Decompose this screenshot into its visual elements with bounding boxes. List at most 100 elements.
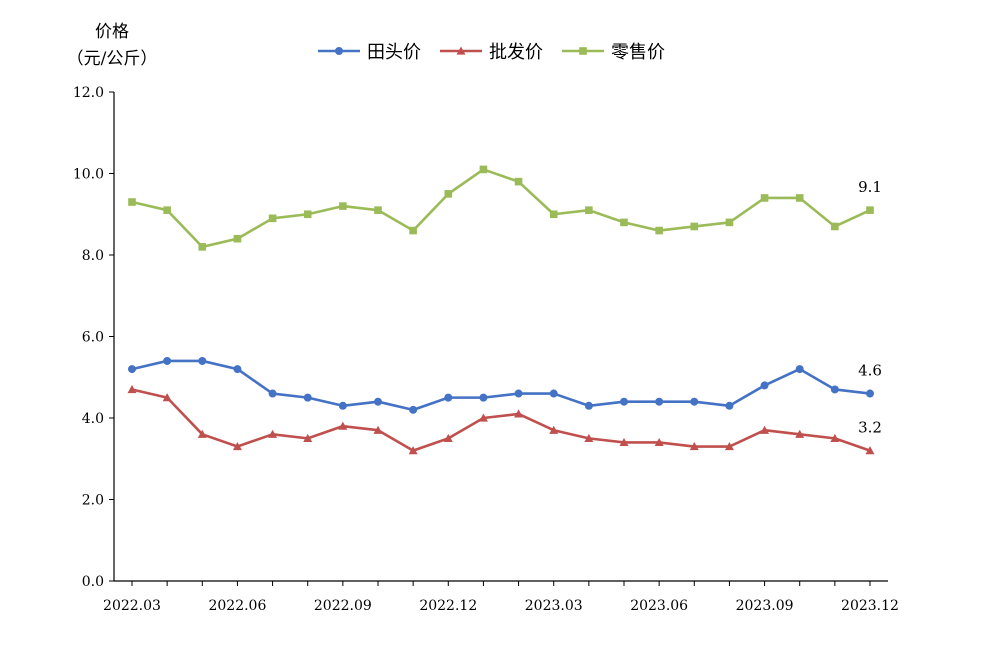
point-marker: [373, 425, 383, 434]
point-marker: [444, 393, 453, 402]
point-marker: [127, 384, 137, 394]
point-marker: [760, 425, 770, 434]
point-marker: [374, 397, 382, 406]
point-marker: [162, 393, 172, 402]
series-layer: [127, 165, 875, 455]
point-marker: [830, 385, 839, 394]
end-data-label: 4.6: [858, 362, 882, 380]
x-tick-label: 2022.06: [208, 598, 266, 614]
point-marker: [514, 409, 524, 418]
legend-item: 田头价: [318, 42, 421, 63]
y-tick-label: 6.0: [82, 330, 104, 346]
point-marker: [831, 222, 839, 231]
point-marker: [478, 413, 488, 422]
point-marker: [197, 429, 207, 438]
point-marker: [795, 194, 804, 202]
point-marker: [514, 389, 523, 398]
legend-label: 零售价: [611, 42, 665, 63]
series-circle: [128, 356, 874, 414]
series-line: [131, 168, 871, 249]
point-marker: [549, 210, 558, 219]
axes: 0.0 2.0 4.0 6.0 8.0 10.0 12.0 2022.03 2022.06 202…: [73, 85, 899, 614]
legend: 田头价 批发价 零售价: [318, 42, 665, 63]
point-marker: [620, 218, 628, 227]
y-axis-title-line1: 价格: [95, 22, 129, 42]
point-marker: [579, 47, 587, 55]
point-marker: [303, 433, 313, 442]
point-marker: [338, 421, 348, 430]
point-marker: [338, 401, 347, 410]
point-marker: [690, 397, 699, 406]
point-marker: [233, 365, 242, 374]
point-marker: [584, 401, 593, 410]
point-marker: [655, 226, 663, 235]
series-line: [131, 388, 871, 452]
point-marker: [865, 446, 875, 455]
x-tick-label: 2022.09: [314, 598, 372, 614]
point-marker: [584, 433, 594, 442]
x-tick-label: 2023.03: [525, 598, 583, 614]
point-marker: [443, 433, 453, 442]
point-marker: [585, 206, 593, 214]
point-marker: [760, 194, 769, 202]
y-tick-label: 0.0: [82, 574, 104, 590]
point-marker: [479, 165, 488, 174]
point-marker: [233, 234, 242, 243]
point-marker: [268, 389, 277, 398]
point-marker: [232, 442, 242, 451]
y-tick-label: 2.0: [82, 493, 104, 509]
point-marker: [374, 206, 382, 214]
point-marker: [760, 381, 769, 390]
point-marker: [690, 222, 699, 231]
x-tick-label: 2022.03: [103, 598, 161, 614]
point-marker: [830, 433, 840, 442]
point-marker: [128, 365, 136, 374]
legend-label: 批发价: [489, 42, 543, 63]
point-marker: [409, 405, 418, 414]
y-tick-label: 8.0: [82, 248, 104, 264]
point-marker: [654, 437, 664, 447]
y-tick-label: 4.0: [82, 411, 104, 427]
point-marker: [444, 190, 453, 198]
point-marker: [268, 429, 278, 438]
point-marker: [479, 393, 488, 402]
point-marker: [335, 47, 343, 55]
point-marker: [866, 389, 874, 398]
point-marker: [725, 218, 734, 227]
point-marker: [268, 214, 277, 223]
point-marker: [163, 356, 172, 365]
point-marker: [514, 177, 523, 186]
y-axis-title-line2: （元/公斤）: [67, 49, 158, 69]
y-tick-label: 12.0: [73, 85, 104, 101]
point-marker: [198, 243, 207, 251]
y-tick-label: 10.0: [73, 167, 104, 183]
point-marker: [408, 446, 418, 455]
point-marker: [620, 397, 628, 406]
point-marker: [619, 437, 629, 447]
point-marker: [128, 198, 136, 206]
point-marker: [409, 226, 417, 235]
data-labels: 4.6 3.2 9.1: [858, 178, 882, 436]
series-triangle: [127, 384, 875, 455]
point-marker: [549, 425, 559, 434]
end-data-label: 9.1: [858, 178, 882, 196]
x-tick-label: 2023.12: [841, 598, 899, 614]
series-square: [128, 165, 874, 251]
point-marker: [198, 356, 207, 365]
legend-label: 田头价: [367, 42, 421, 63]
legend-item: 批发价: [440, 42, 543, 63]
point-marker: [549, 389, 558, 398]
legend-item: 零售价: [562, 42, 665, 63]
point-marker: [725, 401, 734, 410]
point-marker: [339, 202, 347, 210]
x-tick-label: 2023.06: [630, 598, 688, 614]
x-tick-label: 2022.12: [419, 598, 477, 614]
series-line: [131, 359, 871, 412]
point-marker: [689, 442, 699, 451]
point-marker: [655, 397, 664, 406]
point-marker: [795, 365, 804, 374]
point-marker: [303, 210, 312, 219]
point-marker: [303, 393, 312, 402]
